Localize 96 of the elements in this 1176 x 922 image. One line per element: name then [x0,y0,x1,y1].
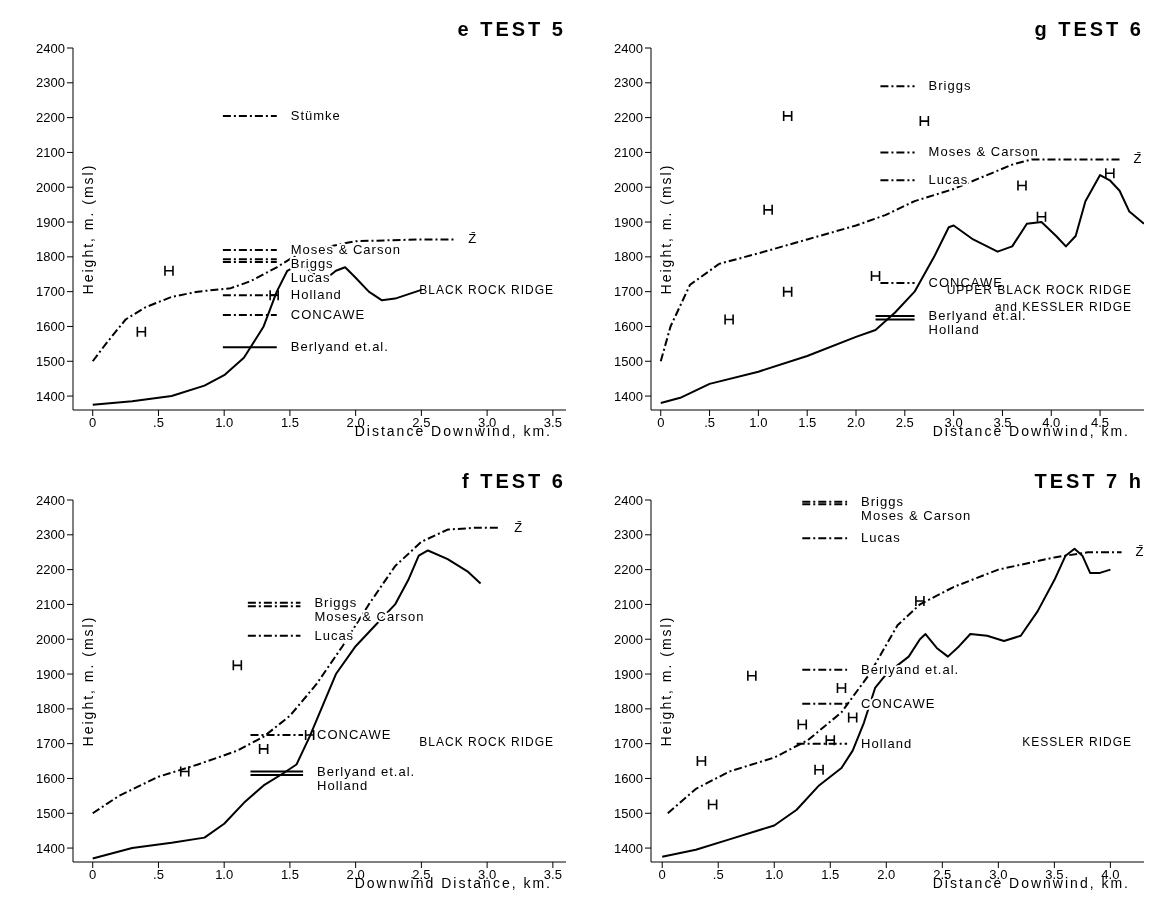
y-tick-label: 1600 [614,319,643,335]
series-label: Stümke [290,107,341,123]
x-tick-label: 2.0 [846,415,866,431]
y-tick-label: 1800 [36,249,65,265]
series-label: Lucas [861,530,901,546]
y-tick-label: 1800 [614,249,643,265]
y-tick-label: 2000 [614,179,643,195]
y-tick-label: 1500 [36,805,65,821]
series-label: Briggs [928,78,972,94]
series-label: Briggs [314,594,358,610]
series-label: Berlyand et.al. [317,763,416,779]
y-tick-label: 1700 [614,736,643,752]
x-tick-label: 0 [89,867,97,883]
annotation: BLACK ROCK RIDGE [419,283,554,298]
x-tick-label: 1.0 [215,415,234,431]
series-label: Z̄ [468,231,478,247]
series-label: CONCAWE [317,726,392,742]
y-tick-label: 1400 [36,388,65,404]
x-tick-label: 1.0 [749,415,768,431]
x-tick-label: .5 [712,867,724,883]
y-tick-label: 1700 [36,736,65,752]
y-tick-label: 1600 [36,319,65,335]
series-label: Lucas [928,172,969,188]
x-tick-label: 1.5 [280,867,299,883]
y-axis-title: Height, m. (msl) [79,615,96,747]
y-tick-label: 2300 [36,75,65,91]
series-label: Z̄ [1133,151,1143,167]
y-tick-label: 1400 [614,840,643,856]
y-tick-label: 2300 [614,75,643,91]
x-tick-label: .5 [704,415,715,431]
y-tick-label: 1900 [36,666,65,682]
y-tick-label: 1800 [614,701,643,717]
series-label: Holland [928,322,980,338]
y-axis-title: Height, m. (msl) [657,615,674,747]
y-tick-label: 2100 [36,597,65,613]
y-axis-title: Height, m. (msl) [79,163,96,295]
x-tick-label: 0 [89,415,97,431]
series-label: Holland [861,735,913,751]
y-tick-label: 2200 [614,110,643,126]
y-tick-label: 1400 [614,388,643,404]
y-axis-title: Height, m. (msl) [657,163,674,295]
y-tick-label: 1900 [614,666,643,682]
chart-title: g TEST 6 [1034,18,1144,41]
x-tick-label: 1.0 [215,867,234,883]
annotation: BLACK ROCK RIDGE [419,735,554,750]
series-label: Z̄ [1135,544,1145,560]
y-tick-label: 2200 [36,110,65,126]
series-label: Holland [290,287,342,303]
x-tick-label: 2.5 [895,415,914,431]
y-tick-label: 2000 [614,631,643,647]
series-label: Lucas [314,627,355,643]
x-tick-label: .5 [153,867,164,883]
y-tick-label: 2100 [614,145,643,161]
y-tick-label: 2400 [614,40,643,56]
annotation: KESSLER RIDGE [1022,735,1132,750]
y-tick-label: 2400 [36,40,65,56]
chart-title: TEST 7 h [1034,470,1144,493]
x-tick-label: 1.5 [280,415,299,431]
series-label: Briggs [861,493,904,509]
y-tick-label: 1800 [36,701,65,717]
y-tick-label: 1600 [36,771,65,787]
y-tick-label: 1600 [614,771,643,787]
y-tick-label: 2000 [36,631,65,647]
y-tick-label: 2100 [614,597,643,613]
y-tick-label: 1900 [614,214,643,230]
y-tick-label: 1900 [36,214,65,230]
x-tick-label: 3.5 [543,415,562,431]
y-tick-label: 2200 [36,562,65,578]
x-tick-label: 2.0 [877,867,896,883]
y-tick-label: 2400 [614,492,643,508]
x-tick-label: 0 [657,415,665,431]
y-tick-label: 1500 [614,805,643,821]
x-tick-label: 1.5 [821,867,840,883]
x-tick-label: .5 [153,415,164,431]
y-tick-label: 2400 [36,492,65,508]
y-tick-label: 2300 [36,527,65,543]
y-tick-label: 1700 [36,284,65,300]
y-tick-label: 2200 [614,562,643,578]
x-tick-label: 0 [658,867,666,883]
x-tick-label: 1.5 [798,415,817,431]
chart-title: f TEST 6 [461,470,566,493]
y-tick-label: 1700 [614,284,643,300]
y-tick-label: 1500 [614,353,643,369]
chart-title: e TEST 5 [457,18,566,41]
series-label: Moses & Carson [928,144,1039,160]
series-label: Berlyand et.al. [290,339,389,355]
x-tick-label: 1.0 [765,867,784,883]
y-tick-label: 1500 [36,353,65,369]
series-label: Z̄ [514,519,524,535]
y-tick-label: 2300 [614,527,643,543]
x-tick-label: 3.5 [543,867,562,883]
y-tick-label: 2100 [36,145,65,161]
y-tick-label: 1400 [36,840,65,856]
y-tick-label: 2000 [36,179,65,195]
series-label: CONCAWE [290,306,366,322]
series-label: Briggs [290,255,334,271]
